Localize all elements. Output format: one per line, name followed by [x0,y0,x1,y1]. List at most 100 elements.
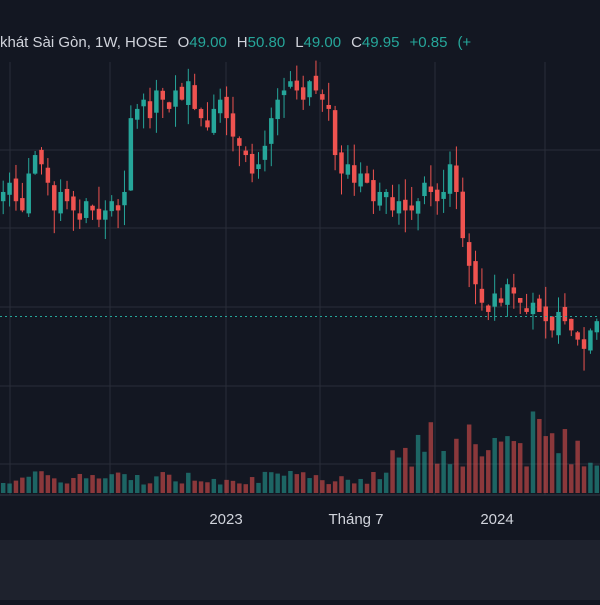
volume-bar [294,474,300,493]
candle-body [549,316,555,331]
candle-body [20,198,25,211]
change-pct-value: (+ [457,34,472,51]
volume-bar [237,483,242,493]
close-value: 49.95 [361,34,400,51]
candle-body [371,180,376,202]
volume-bar [511,441,517,493]
candle-body [237,138,242,146]
candle-body [52,185,57,211]
candle-body [447,164,453,194]
volume-bar [588,462,593,493]
candle-body [581,339,587,349]
volume-bar [52,478,57,493]
volume-bar [460,466,465,493]
candle-body [13,178,19,202]
volume-bar [454,438,459,493]
candle-body [230,113,236,137]
candle-body [32,155,38,174]
candle-body [339,152,344,174]
close-label: C [351,34,362,51]
low-value: 49.00 [303,34,342,51]
volume-bar [549,433,555,493]
candle-body [96,208,102,220]
volume-bar [358,478,363,493]
candle-body [575,332,580,340]
low-label: L [295,34,304,51]
volume-bar [256,482,261,493]
candle-body [588,330,593,351]
candle-body [556,311,561,336]
volume-bar [166,474,172,493]
volume-bar [537,418,542,493]
candle-body [415,201,421,214]
volume-bar [205,482,210,493]
volume-bar [409,466,414,493]
volume-bar [473,444,478,493]
candle-body [128,118,134,191]
candle-body [492,293,497,307]
volume-bar [339,476,344,493]
volume-bar [581,466,587,493]
volume-bar [492,437,497,493]
volume-bar [115,472,121,493]
candle-body [154,90,159,113]
candle-body [45,167,51,183]
volume-bar [135,474,140,493]
volume-bar [313,475,319,493]
volume-bar [83,478,89,493]
candle-body [58,191,63,214]
candle-body [90,205,95,211]
candle-body [390,197,395,211]
candle-body [517,297,523,303]
ohlc-legend: khát Sài Gòn, 1W, HOSE O 49.00 H 50.80 L… [0,34,481,54]
candle-body [122,191,127,206]
candle-body [115,205,121,211]
candle-body [428,186,434,192]
volume-bar [275,473,280,493]
volume-bar [122,474,127,493]
candle-body [543,306,548,322]
candle-body [288,81,293,87]
volume-bars [0,411,600,493]
candle-body [224,96,229,119]
volume-bar [371,471,376,493]
volume-bar [447,464,453,493]
candle-body [179,86,185,100]
volume-bar [141,484,146,493]
change-value: +0.85 [409,34,448,51]
volume-bar [569,464,574,493]
candle-body [300,87,306,100]
candle-body [594,321,600,333]
x-tick-label: Tháng 7 [328,511,383,528]
volume-bar [154,476,159,493]
candle-body [441,191,446,199]
volume-bar [415,434,421,493]
candle-body [64,188,70,202]
volume-bar [32,471,38,493]
candle-body [71,196,76,211]
candle-body [530,302,536,315]
candle-body [160,90,165,100]
volume-bar [281,475,287,493]
candle-body [166,102,172,109]
volume-bar [96,478,102,493]
candle-body [103,210,108,220]
volume-bar [300,472,306,493]
volume-bar [479,456,485,493]
volume-bar [230,480,236,493]
candle-body [141,99,146,107]
candle-body [275,99,280,120]
candle-body [486,305,491,312]
volume-bar [192,480,197,493]
volume-bar [307,478,312,493]
volume-bar [45,475,51,493]
candle-body [39,149,44,165]
candle-body [256,164,261,170]
volume-bar [396,457,402,493]
volume-bar [20,477,25,493]
volume-bar [466,424,472,493]
x-axis: 2023 Tháng 7 2024 [209,511,513,528]
volume-bar [179,483,185,493]
